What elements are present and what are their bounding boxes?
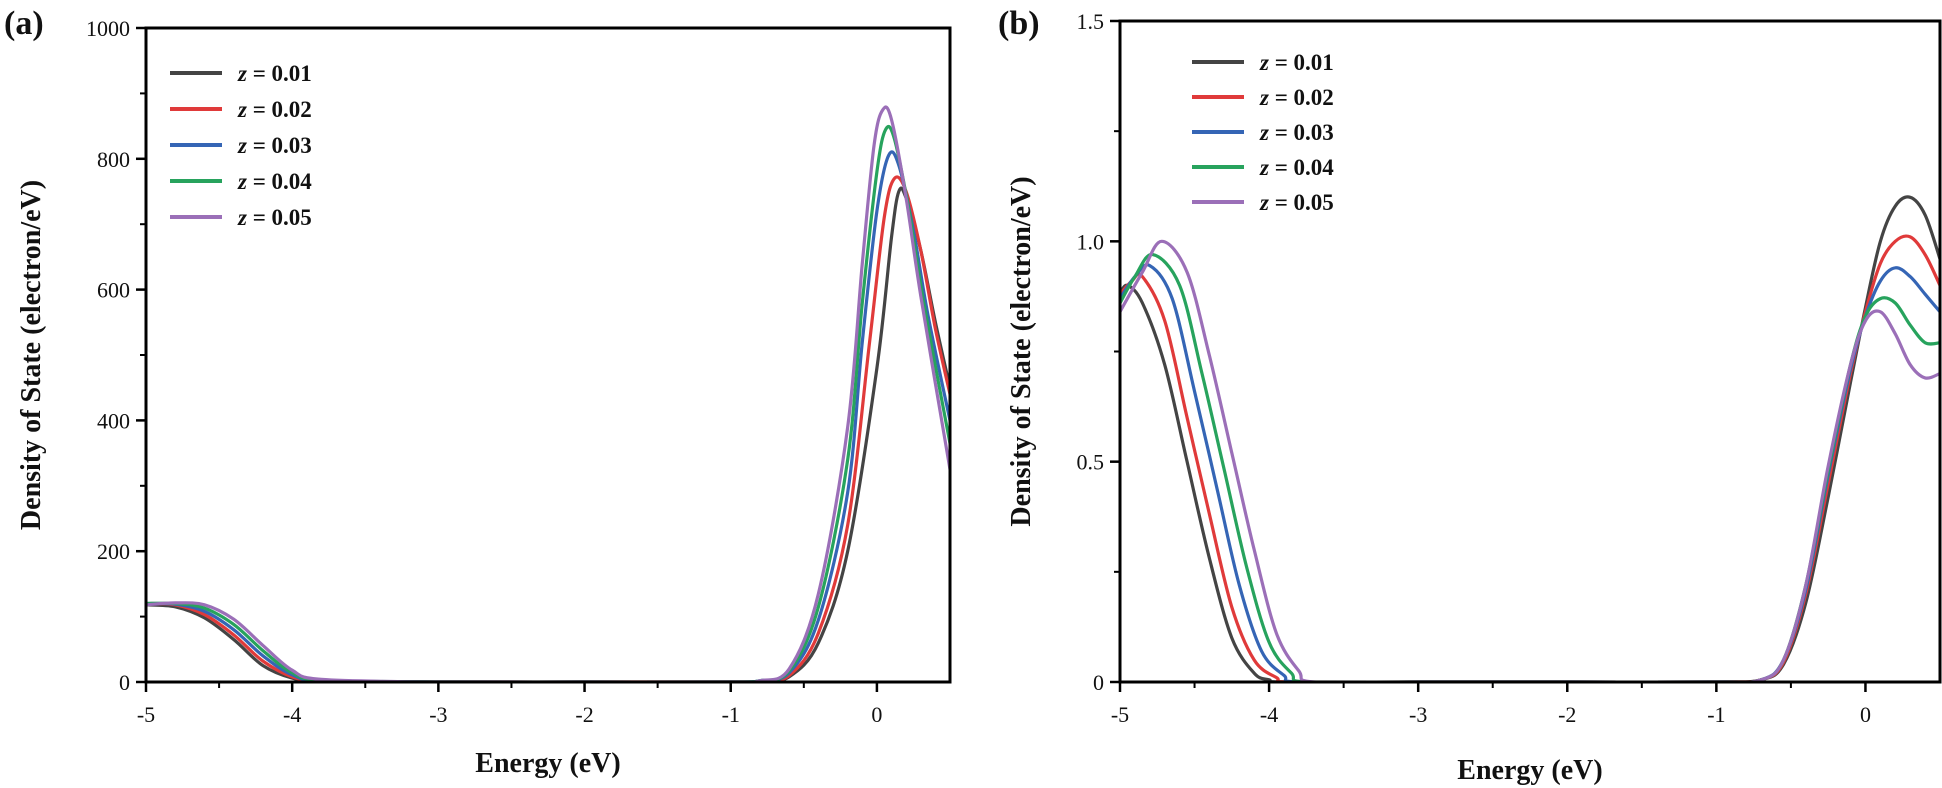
- legend-label-4: z = 0.04: [1259, 155, 1334, 180]
- legend-var: z: [237, 205, 247, 230]
- chart-panel-b: (b) -5 -4 -3 -2 -1 0 0 0.5 1.0 1.5 Energy (eV) Densi…: [998, 5, 1942, 786]
- legend-label-4: z = 0.04: [237, 169, 312, 194]
- legend-var: z: [1259, 85, 1269, 110]
- panel-label: (b): [998, 5, 1040, 42]
- series-line-3: [1120, 263, 1940, 682]
- legend-value: = 0.01: [247, 61, 312, 86]
- x-tick-label: -2: [575, 702, 593, 727]
- x-tick-label: -4: [283, 702, 301, 727]
- legend-value: = 0.04: [1269, 155, 1334, 180]
- legend-value: = 0.01: [1269, 50, 1334, 75]
- legend-var: z: [237, 61, 247, 86]
- x-axis-title: Energy (eV): [1457, 755, 1602, 786]
- legend-var: z: [1259, 120, 1269, 145]
- y-tick-label: 800: [97, 147, 130, 172]
- legend-var: z: [1259, 155, 1269, 180]
- legend-var: z: [1259, 50, 1269, 75]
- series-group: [1120, 195, 1940, 682]
- y-tick-label: 0: [1093, 670, 1104, 695]
- legend-label-2: z = 0.02: [237, 97, 312, 122]
- legend-var: z: [237, 97, 247, 122]
- x-tick-label: 0: [1860, 702, 1871, 727]
- y-tick-label: 0: [119, 670, 130, 695]
- legend-value: = 0.02: [247, 97, 312, 122]
- y-tick-label: 1.5: [1077, 9, 1105, 34]
- y-tick-label: 1000: [86, 16, 130, 41]
- series-line-1: [1120, 195, 1940, 682]
- legend-label-1: z = 0.01: [1259, 50, 1334, 75]
- plot-frame: [1118, 19, 1942, 684]
- x-tick-label: -3: [429, 702, 447, 727]
- x-axis-title: Energy (eV): [475, 748, 620, 779]
- legend-value: = 0.03: [247, 133, 312, 158]
- legend-value: = 0.05: [247, 205, 312, 230]
- legend-var: z: [237, 169, 247, 194]
- series-line-2: [146, 175, 950, 682]
- legend-var: z: [237, 133, 247, 158]
- legend-var: z: [1259, 190, 1269, 215]
- series-line-2: [1120, 234, 1940, 682]
- series-line-4: [1120, 252, 1940, 682]
- series-line-5: [146, 105, 950, 682]
- x-tick-label: -4: [1260, 702, 1278, 727]
- x-tick-label: -5: [1111, 702, 1129, 727]
- y-tick-label: 0.5: [1077, 450, 1105, 475]
- y-axis-title: Density of State (electron/eV): [1006, 176, 1037, 526]
- x-tick-label: -2: [1558, 702, 1576, 727]
- legend-label-2: z = 0.02: [1259, 85, 1334, 110]
- legend-value: = 0.04: [247, 169, 312, 194]
- series-group: [146, 105, 950, 682]
- x-tick-label: -1: [1707, 702, 1725, 727]
- legend-value: = 0.05: [1269, 190, 1334, 215]
- legend-label-3: z = 0.03: [237, 133, 312, 158]
- legend: z = 0.01z = 0.02z = 0.03z = 0.04z = 0.05: [1192, 50, 1334, 215]
- x-tick-label: -3: [1409, 702, 1427, 727]
- series-line-1: [146, 186, 950, 682]
- legend-value: = 0.03: [1269, 120, 1334, 145]
- y-axis-title: Density of State (electron/eV): [16, 180, 47, 530]
- x-tick-label: 0: [871, 702, 882, 727]
- legend-label-1: z = 0.01: [237, 61, 312, 86]
- legend-label-5: z = 0.05: [237, 205, 312, 230]
- y-tick-label: 400: [97, 408, 130, 433]
- chart-panel-a: (a) -5 -4 -3 -2 -1 0 0 200 400 600 800 1000 Energy (e…: [4, 5, 952, 779]
- panel-label: (a): [4, 5, 44, 42]
- series-line-5: [1120, 239, 1940, 682]
- x-tick-label: -5: [137, 702, 155, 727]
- y-tick-label: 200: [97, 539, 130, 564]
- legend-label-3: z = 0.03: [1259, 120, 1334, 145]
- legend: z = 0.01z = 0.02z = 0.03z = 0.04z = 0.05: [170, 61, 312, 230]
- x-tick-label: -1: [722, 702, 740, 727]
- legend-value: = 0.02: [1269, 85, 1334, 110]
- y-tick-label: 600: [97, 278, 130, 303]
- legend-label-5: z = 0.05: [1259, 190, 1334, 215]
- y-tick-label: 1.0: [1077, 229, 1105, 254]
